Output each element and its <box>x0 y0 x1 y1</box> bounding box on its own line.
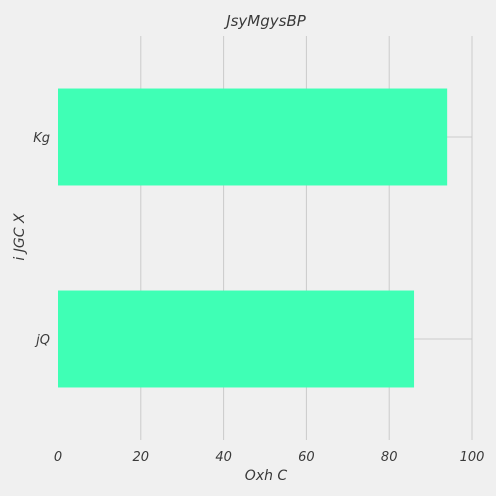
y-axis-ticks: Kg jQ <box>33 131 50 348</box>
x-axis-label: Oxh C <box>245 468 288 484</box>
bar-Kg <box>58 88 448 186</box>
x-tick-label: 40 <box>215 450 232 465</box>
y-axis-label: i JGC X <box>12 213 28 261</box>
bars <box>58 88 448 388</box>
x-tick-label: 80 <box>381 450 398 465</box>
x-tick-label: 60 <box>298 450 315 465</box>
x-tick-label: 0 <box>54 450 62 465</box>
y-tick-label: jQ <box>34 333 50 348</box>
x-axis-ticks: 0 20 40 60 80 100 <box>54 450 485 465</box>
x-tick-label: 20 <box>133 450 150 465</box>
x-tick-label: 100 <box>460 450 485 465</box>
y-tick-label: Kg <box>33 131 50 146</box>
bar-jQ <box>58 290 415 388</box>
chart-title: JsyMgysBP <box>223 12 307 30</box>
